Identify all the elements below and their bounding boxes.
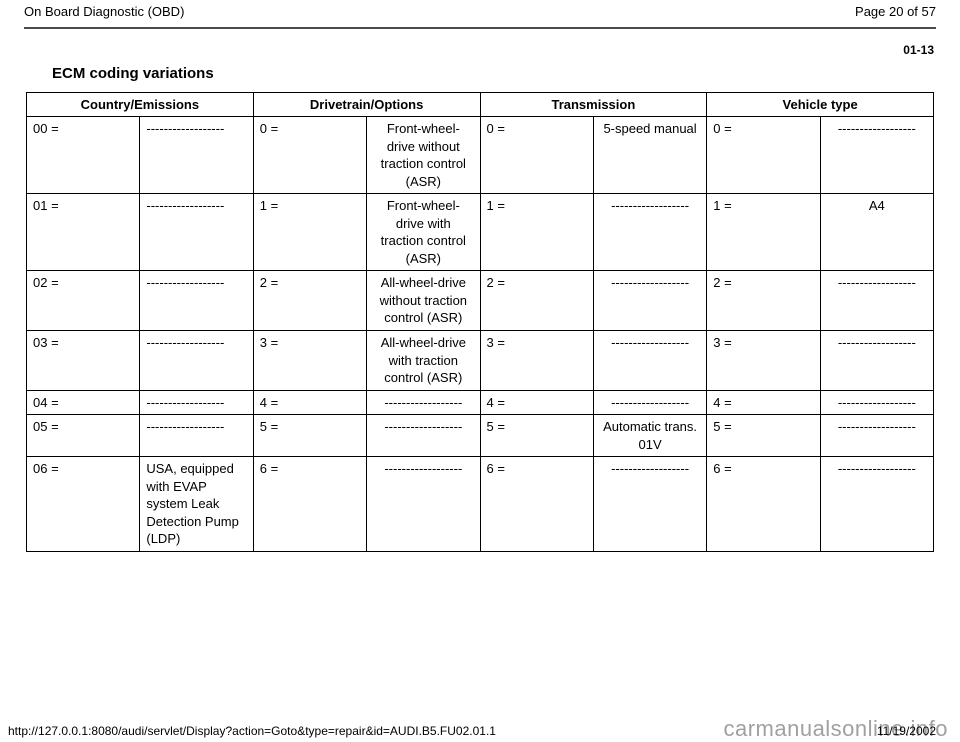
cell-vtype: A4 — [820, 194, 933, 271]
cell-dcode: 1 = — [253, 194, 366, 271]
table-header-row: Country/Emissions Drivetrain/Options Tra… — [27, 93, 934, 117]
col-header-drivetrain-options: Drivetrain/Options — [253, 93, 480, 117]
cell-vcode: 0 = — [707, 117, 820, 194]
cell-code: 02 = — [27, 271, 140, 331]
cell-emissions: ------------------ — [140, 415, 253, 457]
col-header-country-emissions: Country/Emissions — [27, 93, 254, 117]
cell-vtype: ------------------ — [820, 331, 933, 391]
cell-transmission: ------------------ — [593, 194, 706, 271]
cell-emissions: ------------------ — [140, 194, 253, 271]
cell-drivetrain: All-wheel-drive with traction control (A… — [367, 331, 480, 391]
table-row: 05 =------------------5 =---------------… — [27, 415, 934, 457]
cell-transmission: 5-speed manual — [593, 117, 706, 194]
cell-dcode: 3 = — [253, 331, 366, 391]
cell-transmission: ------------------ — [593, 457, 706, 552]
table-row: 04 =------------------4 =---------------… — [27, 390, 934, 415]
cell-code: 03 = — [27, 331, 140, 391]
cell-emissions: ------------------ — [140, 390, 253, 415]
cell-transmission: ------------------ — [593, 331, 706, 391]
cell-code: 04 = — [27, 390, 140, 415]
cell-drivetrain: ------------------ — [367, 390, 480, 415]
footer-date: 11/19/2002 — [877, 724, 936, 738]
table-row: 03 =------------------3 =All-wheel-drive… — [27, 331, 934, 391]
cell-dcode: 2 = — [253, 271, 366, 331]
cell-drivetrain: Front-wheel-drive with traction control … — [367, 194, 480, 271]
cell-vcode: 3 = — [707, 331, 820, 391]
cell-tcode: 6 = — [480, 457, 593, 552]
cell-dcode: 6 = — [253, 457, 366, 552]
cell-tcode: 2 = — [480, 271, 593, 331]
page-indicator: Page 20 of 57 — [855, 4, 936, 19]
cell-vcode: 6 = — [707, 457, 820, 552]
cell-vtype: ------------------ — [820, 457, 933, 552]
cell-drivetrain: Front-wheel-drive without traction contr… — [367, 117, 480, 194]
table-body: 00 =------------------0 =Front-wheel-dri… — [27, 117, 934, 552]
cell-tcode: 4 = — [480, 390, 593, 415]
cell-vtype: ------------------ — [820, 390, 933, 415]
header-title: On Board Diagnostic (OBD) — [24, 4, 184, 19]
coding-table-wrap: Country/Emissions Drivetrain/Options Tra… — [0, 82, 960, 552]
cell-tcode: 1 = — [480, 194, 593, 271]
cell-emissions: ------------------ — [140, 331, 253, 391]
cell-transmission: ------------------ — [593, 271, 706, 331]
cell-transmission: Automatic trans. 01V — [593, 415, 706, 457]
cell-drivetrain: ------------------ — [367, 457, 480, 552]
cell-vcode: 5 = — [707, 415, 820, 457]
cell-code: 00 = — [27, 117, 140, 194]
cell-dcode: 5 = — [253, 415, 366, 457]
section-code: 01-13 — [0, 29, 960, 57]
col-header-transmission: Transmission — [480, 93, 707, 117]
cell-code: 06 = — [27, 457, 140, 552]
cell-vcode: 4 = — [707, 390, 820, 415]
cell-emissions: ------------------ — [140, 117, 253, 194]
table-row: 02 =------------------2 =All-wheel-drive… — [27, 271, 934, 331]
cell-vcode: 1 = — [707, 194, 820, 271]
table-row: 00 =------------------0 =Front-wheel-dri… — [27, 117, 934, 194]
cell-code: 01 = — [27, 194, 140, 271]
cell-vtype: ------------------ — [820, 415, 933, 457]
cell-dcode: 4 = — [253, 390, 366, 415]
section-title: ECM coding variations — [0, 57, 960, 82]
footer-url: http://127.0.0.1:8080/audi/servlet/Displ… — [8, 724, 496, 738]
table-row: 01 =------------------1 =Front-wheel-dri… — [27, 194, 934, 271]
cell-vcode: 2 = — [707, 271, 820, 331]
page-footer: http://127.0.0.1:8080/audi/servlet/Displ… — [0, 724, 960, 738]
cell-emissions: USA, equipped with EVAP system Leak Dete… — [140, 457, 253, 552]
cell-emissions: ------------------ — [140, 271, 253, 331]
table-row: 06 =USA, equipped with EVAP system Leak … — [27, 457, 934, 552]
cell-transmission: ------------------ — [593, 390, 706, 415]
col-header-vehicle-type: Vehicle type — [707, 93, 934, 117]
cell-vtype: ------------------ — [820, 271, 933, 331]
cell-tcode: 5 = — [480, 415, 593, 457]
coding-table: Country/Emissions Drivetrain/Options Tra… — [26, 92, 934, 552]
cell-vtype: ------------------ — [820, 117, 933, 194]
cell-code: 05 = — [27, 415, 140, 457]
page-header: On Board Diagnostic (OBD) Page 20 of 57 — [0, 0, 960, 19]
cell-tcode: 0 = — [480, 117, 593, 194]
cell-dcode: 0 = — [253, 117, 366, 194]
header-divider — [24, 27, 936, 29]
cell-drivetrain: All-wheel-drive without traction control… — [367, 271, 480, 331]
cell-drivetrain: ------------------ — [367, 415, 480, 457]
cell-tcode: 3 = — [480, 331, 593, 391]
